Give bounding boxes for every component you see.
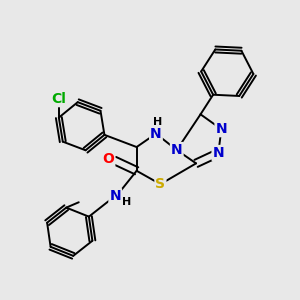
Text: N: N bbox=[171, 143, 183, 157]
Text: H: H bbox=[122, 197, 131, 207]
Text: N: N bbox=[215, 122, 227, 136]
Text: O: O bbox=[103, 152, 114, 166]
Text: N: N bbox=[150, 127, 162, 141]
Text: H: H bbox=[153, 117, 162, 128]
Text: N: N bbox=[110, 189, 121, 203]
Text: Cl: Cl bbox=[51, 92, 66, 106]
Text: N: N bbox=[212, 146, 224, 160]
Text: S: S bbox=[155, 177, 165, 191]
